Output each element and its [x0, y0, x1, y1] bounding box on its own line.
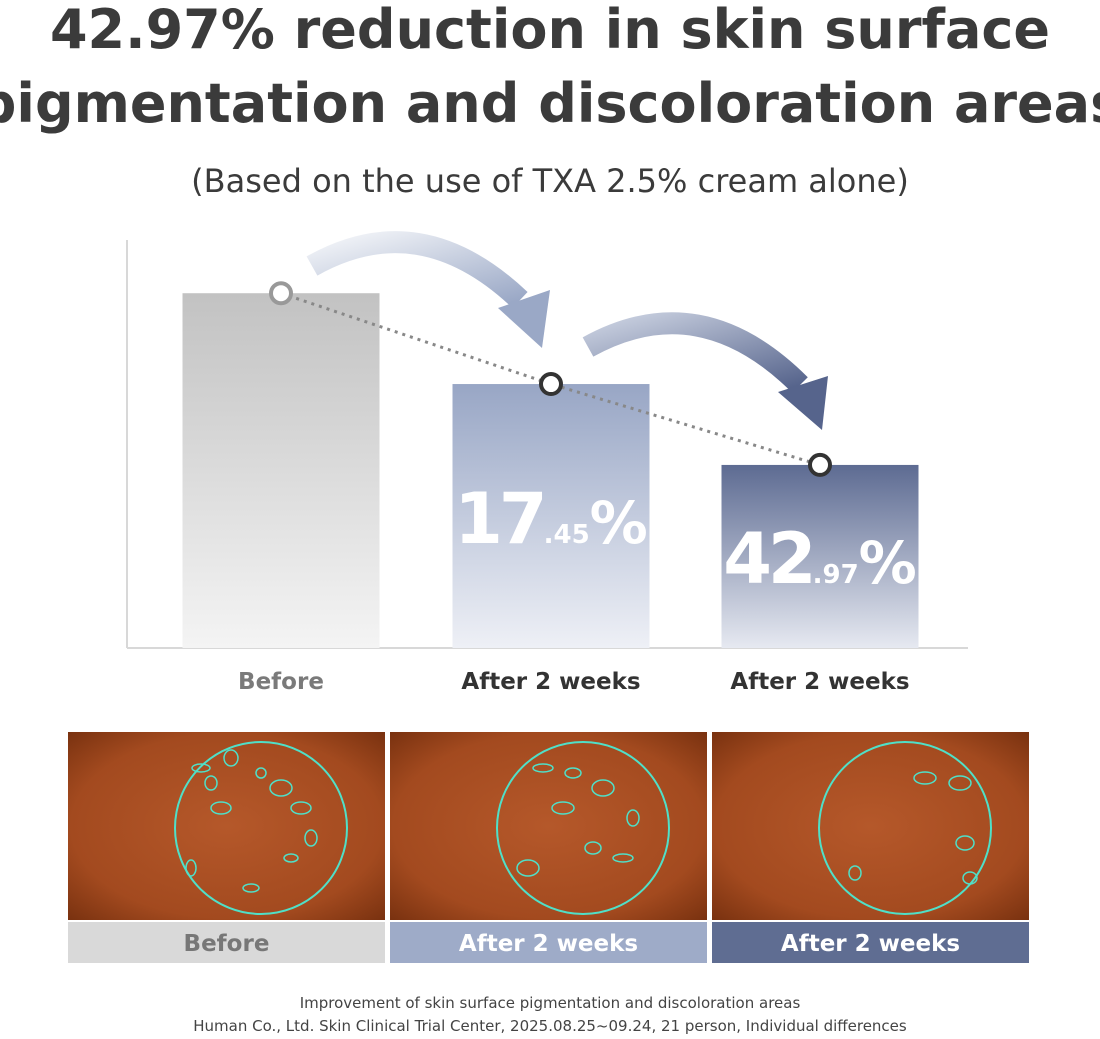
arrow-head: [498, 290, 550, 348]
spot-outline: [848, 865, 862, 881]
bar: [452, 384, 650, 648]
photo-label-band: [390, 922, 707, 963]
x-tick-label: Before: [238, 669, 324, 695]
spot-outline: [962, 871, 978, 885]
arrow: [582, 312, 808, 393]
skin-photo: [68, 732, 385, 920]
bars: [182, 293, 919, 648]
spot-outline: [551, 801, 575, 815]
footnote-line: Improvement of skin surface pigmentation…: [300, 994, 801, 1012]
reduction-label: 17.45%: [454, 478, 648, 560]
photo-label: After 2 weeks: [459, 931, 638, 957]
spot-outline: [223, 749, 239, 767]
spot-outline: [913, 771, 937, 785]
trend-line: [280, 291, 821, 467]
spot-outline: [532, 763, 554, 773]
spot-outline: [612, 853, 634, 863]
footnote: Improvement of skin surface pigmentation…: [193, 994, 907, 1035]
label-integer: 17: [454, 478, 543, 560]
analysis-circle: [818, 741, 992, 915]
skin-photo: [712, 732, 1029, 920]
spot-outline: [584, 841, 602, 855]
spot-outline: [269, 779, 293, 797]
x-tick-label: After 2 weeks: [461, 669, 640, 695]
label-unit: %: [590, 489, 648, 557]
photo-label-band: [712, 922, 1029, 963]
bar: [721, 464, 919, 648]
photos: Before After 2 weeks After 2 weeks: [68, 732, 1029, 963]
spot-outline: [516, 859, 540, 877]
photo-label: After 2 weeks: [781, 931, 960, 957]
point: [539, 372, 563, 397]
spot-outline: [210, 801, 232, 815]
photo-label-band: [68, 922, 385, 963]
arrows: [306, 231, 828, 430]
label-unit: %: [859, 529, 917, 597]
photo-label: Before: [184, 931, 270, 957]
spot-outline: [242, 883, 260, 893]
spot-outline: [283, 853, 299, 863]
reduction-label: 42.97%: [723, 518, 917, 600]
spot-outline: [564, 767, 582, 779]
point: [269, 281, 293, 306]
spot-outline: [290, 801, 312, 815]
arrow-head: [778, 376, 828, 430]
arrow: [306, 231, 528, 308]
bar: [182, 293, 380, 648]
spot-outline: [185, 859, 197, 877]
overlay: 17.45% 42.97%: [269, 281, 917, 600]
spot-outline: [204, 775, 218, 791]
spot-outline: [191, 763, 211, 773]
spot-outline: [948, 775, 972, 791]
spot-outline: [591, 779, 615, 797]
point: [808, 452, 832, 477]
footnote-line: Human Co., Ltd. Skin Clinical Trial Cent…: [193, 1017, 907, 1035]
title: 42.97% reduction in skin surface pigment…: [0, 0, 1100, 135]
label-decimal: .45: [544, 520, 590, 550]
analysis-circle: [174, 741, 348, 915]
spot-outline: [255, 767, 267, 779]
subtitle: (Based on the use of TXA 2.5% cream alon…: [191, 162, 909, 200]
spot-outline: [955, 835, 975, 851]
label-decimal: .97: [813, 560, 859, 590]
spot-outline: [626, 809, 640, 827]
analysis-circle: [496, 741, 670, 915]
label-integer: 42: [723, 518, 812, 600]
spot-outline: [304, 829, 318, 847]
skin-photo: [390, 732, 707, 920]
x-tick-label: After 2 weeks: [730, 669, 909, 695]
title-line: pigmentation and discoloration areas: [0, 72, 1100, 135]
title-line: 42.97% reduction in skin surface: [50, 0, 1050, 61]
